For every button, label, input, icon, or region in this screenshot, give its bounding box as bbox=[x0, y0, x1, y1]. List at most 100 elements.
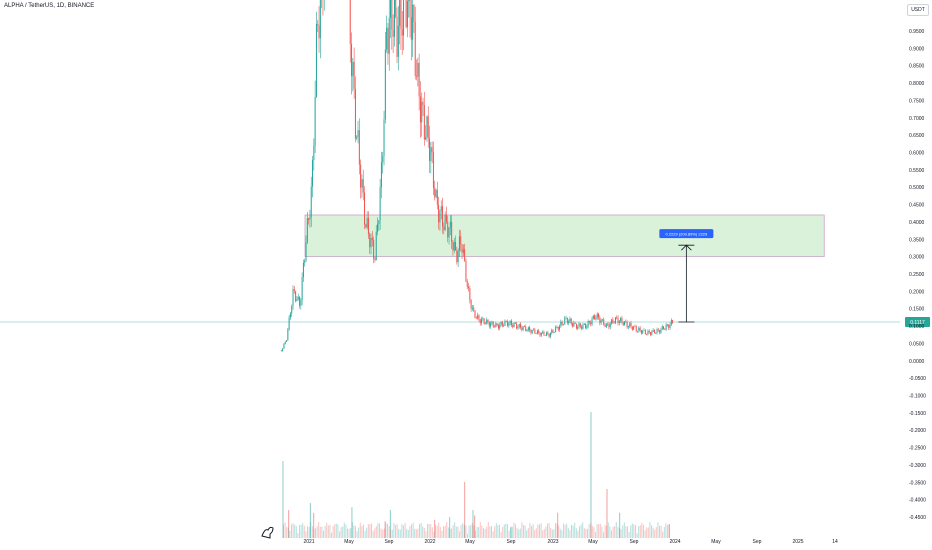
candle bbox=[304, 260, 306, 263]
volume-bar bbox=[428, 524, 430, 538]
candle bbox=[581, 326, 583, 329]
candle bbox=[310, 186, 312, 218]
volume-bar bbox=[316, 526, 318, 538]
candle bbox=[473, 307, 475, 311]
candle bbox=[583, 323, 585, 325]
volume-bar bbox=[598, 524, 600, 538]
candle bbox=[633, 326, 635, 330]
volume-bar bbox=[590, 522, 592, 538]
candle bbox=[555, 327, 557, 332]
candle bbox=[611, 319, 613, 324]
volume-bar bbox=[297, 532, 299, 538]
volume-bar bbox=[557, 512, 559, 538]
volume-bar bbox=[603, 532, 604, 538]
volume-bar bbox=[625, 526, 627, 538]
candle bbox=[542, 331, 544, 333]
volume-bar bbox=[395, 525, 396, 538]
x-axis-tick-label: Sep bbox=[630, 539, 639, 545]
volume-bar bbox=[523, 524, 524, 538]
volume-bar bbox=[452, 525, 454, 538]
candle bbox=[626, 322, 628, 328]
volume-bar bbox=[390, 529, 392, 538]
volume-bar bbox=[545, 526, 547, 538]
volume-bar bbox=[513, 522, 515, 538]
volume-bar bbox=[486, 526, 488, 538]
volume-bar bbox=[668, 524, 670, 538]
volume-bar bbox=[489, 526, 491, 538]
volume-bar bbox=[553, 529, 555, 538]
candle bbox=[575, 323, 577, 329]
volume-bar bbox=[665, 523, 667, 538]
y-axis-tick-label: 0.9000 bbox=[909, 46, 925, 52]
candle bbox=[664, 329, 666, 330]
volume-bar bbox=[596, 524, 598, 538]
volume-bar bbox=[564, 524, 566, 538]
candle bbox=[319, 0, 321, 39]
candle bbox=[421, 101, 423, 123]
candle bbox=[627, 325, 629, 328]
candle bbox=[477, 315, 479, 319]
candle bbox=[314, 96, 316, 146]
volume-bar bbox=[444, 525, 446, 538]
candle bbox=[430, 147, 432, 161]
volume-bar bbox=[659, 526, 660, 538]
candle bbox=[395, 0, 397, 17]
candle bbox=[452, 242, 454, 251]
candle bbox=[590, 322, 592, 325]
currency-button[interactable]: USDT bbox=[907, 4, 929, 16]
candle bbox=[508, 323, 510, 326]
candle bbox=[370, 237, 372, 248]
volume-bar bbox=[534, 530, 536, 538]
y-axis-tick-label: 0.1000 bbox=[909, 324, 925, 330]
candle bbox=[643, 330, 645, 331]
last-price-label: 0.1117 bbox=[910, 320, 925, 326]
candle bbox=[396, 16, 398, 57]
candle bbox=[512, 325, 514, 327]
candle bbox=[569, 318, 571, 322]
volume-bar bbox=[327, 525, 329, 538]
candle bbox=[375, 231, 377, 261]
candle bbox=[562, 324, 564, 326]
volume-bar bbox=[550, 528, 552, 538]
volume-bar bbox=[431, 527, 433, 538]
volume-bar bbox=[529, 522, 531, 538]
resistance-zone[interactable] bbox=[304, 214, 825, 258]
x-axis-tick-label: 2024 bbox=[669, 539, 680, 545]
volume-bar bbox=[282, 461, 284, 538]
volume-bar bbox=[652, 527, 654, 538]
candle bbox=[570, 318, 572, 324]
candle bbox=[470, 299, 472, 309]
volume-bar bbox=[567, 528, 569, 538]
y-axis-tick-label: 0.8500 bbox=[909, 64, 925, 70]
volume-bar bbox=[516, 528, 518, 538]
candle bbox=[436, 189, 438, 205]
volume-bar bbox=[401, 524, 403, 538]
candle bbox=[534, 329, 536, 334]
candle bbox=[464, 249, 466, 261]
volume-bar bbox=[407, 529, 409, 538]
candle bbox=[638, 327, 640, 331]
candle bbox=[523, 326, 525, 328]
candle bbox=[465, 260, 467, 282]
volume-bar bbox=[561, 530, 563, 538]
candle bbox=[405, 0, 407, 28]
volume-bar bbox=[396, 524, 398, 538]
candle bbox=[518, 323, 520, 327]
candle bbox=[604, 325, 606, 327]
y-axis-tick-label: 0.4000 bbox=[909, 220, 925, 226]
candle bbox=[458, 236, 460, 251]
candle bbox=[481, 319, 483, 324]
volume-bar bbox=[474, 515, 476, 538]
candle bbox=[390, 0, 392, 18]
volume-bar bbox=[460, 524, 462, 538]
candle bbox=[668, 324, 670, 328]
volume-bar bbox=[526, 530, 528, 538]
candle bbox=[292, 289, 294, 306]
candle bbox=[282, 348, 284, 351]
volume-bar bbox=[604, 525, 606, 538]
volume-bar bbox=[577, 530, 579, 538]
volume-bar bbox=[326, 522, 328, 538]
volume-bar bbox=[391, 529, 393, 538]
volume-bar bbox=[364, 530, 366, 538]
